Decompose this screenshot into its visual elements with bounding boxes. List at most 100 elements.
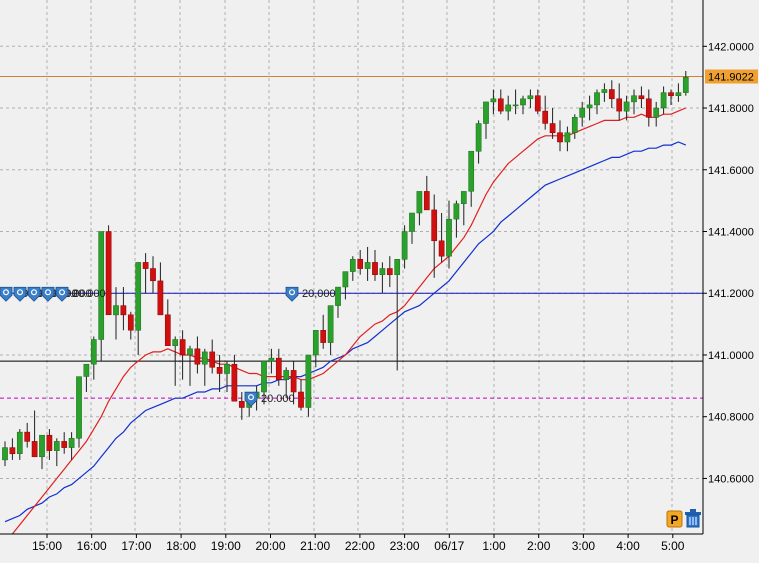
order-marker[interactable]: 20.000 xyxy=(244,391,295,407)
candle-body xyxy=(268,357,275,362)
candle-body xyxy=(113,305,119,316)
candle-body xyxy=(668,92,674,96)
candle-body xyxy=(68,438,75,448)
candle-body xyxy=(335,286,341,306)
candle-body xyxy=(16,431,23,454)
p-icon-bg xyxy=(666,510,683,528)
y-tick-label: 141.4000 xyxy=(708,227,754,239)
order-marker-ring xyxy=(44,289,51,296)
candle-body xyxy=(490,98,497,103)
candle-body xyxy=(608,89,615,100)
x-tick-label: 1:00 xyxy=(482,539,506,553)
candle-body xyxy=(261,360,267,393)
candle-body xyxy=(290,370,297,393)
candle-body xyxy=(194,348,201,365)
candle-body xyxy=(342,271,349,288)
candle-body xyxy=(53,441,60,451)
candle-body xyxy=(401,231,408,260)
x-tick-label: 21:00 xyxy=(300,539,330,553)
candle-body xyxy=(216,367,223,374)
candle-body xyxy=(438,240,445,257)
candle-body xyxy=(90,339,97,365)
order-marker-ring xyxy=(17,289,24,296)
candle-body xyxy=(675,92,682,96)
candle-body xyxy=(2,447,8,461)
candle-body xyxy=(231,363,238,402)
candle-body xyxy=(660,92,667,109)
candle-body xyxy=(201,351,208,365)
candle-body xyxy=(224,363,230,374)
moving-averages-layer xyxy=(4,107,687,541)
candle-body xyxy=(616,98,623,112)
candle-body xyxy=(135,262,142,331)
candle-body xyxy=(682,76,689,93)
candle-body xyxy=(653,107,660,118)
candle-body xyxy=(24,431,31,442)
candle-body xyxy=(164,314,171,346)
candle-body xyxy=(327,305,334,343)
candle-body xyxy=(468,150,475,192)
trash-icon[interactable] xyxy=(685,509,701,528)
candle-body xyxy=(150,268,156,282)
candle-body xyxy=(638,95,645,100)
candle-body xyxy=(527,95,534,100)
order-marker-label: 20.000 xyxy=(72,288,106,300)
grid-layer xyxy=(0,0,703,534)
candle-body xyxy=(275,357,282,380)
candle-body xyxy=(142,262,149,269)
x-tick-label: 4:00 xyxy=(616,539,640,553)
candle-body xyxy=(505,104,512,112)
x-tick-label: 20:00 xyxy=(255,539,285,553)
candle-body xyxy=(298,391,304,408)
candle-body xyxy=(379,268,386,275)
x-tick-label: 5:00 xyxy=(661,539,685,553)
candles-layer xyxy=(2,70,689,470)
current-price-badge xyxy=(705,69,758,84)
order-marker-ring xyxy=(248,394,255,401)
candle-body xyxy=(549,123,556,134)
order-markers-layer[interactable]: 20.00020.00020.00020.00020.00020,00020.0… xyxy=(0,286,336,407)
order-marker-ring xyxy=(2,289,10,296)
x-tick-label: 19:00 xyxy=(211,539,241,553)
candle-body xyxy=(460,191,467,204)
candle-body xyxy=(320,330,327,343)
order-marker-ring xyxy=(58,289,65,296)
x-tick-label: 06/17 xyxy=(434,539,464,553)
candle-body xyxy=(187,348,193,356)
candle-body xyxy=(305,354,312,408)
candle-body xyxy=(283,370,290,380)
x-tick-label: 18:00 xyxy=(166,539,196,553)
order-marker[interactable]: 20.000 xyxy=(55,286,106,302)
candle-body xyxy=(39,434,45,458)
candle-body xyxy=(431,209,438,242)
candle-body xyxy=(238,401,245,408)
y-tick-label: 141.6000 xyxy=(708,165,754,177)
candle-body xyxy=(483,101,489,124)
candle-body xyxy=(76,376,82,439)
candle-body xyxy=(453,203,460,220)
candle-body xyxy=(127,314,134,331)
order-marker[interactable]: 20,000 xyxy=(285,286,336,302)
x-tick-label: 22:00 xyxy=(345,539,375,553)
candle-body xyxy=(542,110,549,124)
candle-body xyxy=(98,231,105,340)
candle-body xyxy=(372,262,378,275)
x-tick-label: 2:00 xyxy=(527,539,551,553)
candle-body xyxy=(579,107,586,118)
candle-body xyxy=(571,117,578,133)
x-tick-label: 23:00 xyxy=(390,539,420,553)
candle-body xyxy=(349,259,356,272)
candle-body xyxy=(409,212,415,232)
y-tick-label: 141.8000 xyxy=(708,103,754,115)
candle-body xyxy=(534,95,541,112)
y-tick-label: 141.2000 xyxy=(708,288,754,300)
horizontal-lines-layer xyxy=(0,75,703,399)
y-tick-label: 140.6000 xyxy=(708,473,754,485)
x-tick-label: 16:00 xyxy=(77,539,107,553)
ma-fast-line xyxy=(4,107,687,541)
p-icon[interactable]: P xyxy=(666,510,683,528)
candle-body xyxy=(512,104,519,107)
toolbar-layer[interactable]: P xyxy=(666,509,701,528)
